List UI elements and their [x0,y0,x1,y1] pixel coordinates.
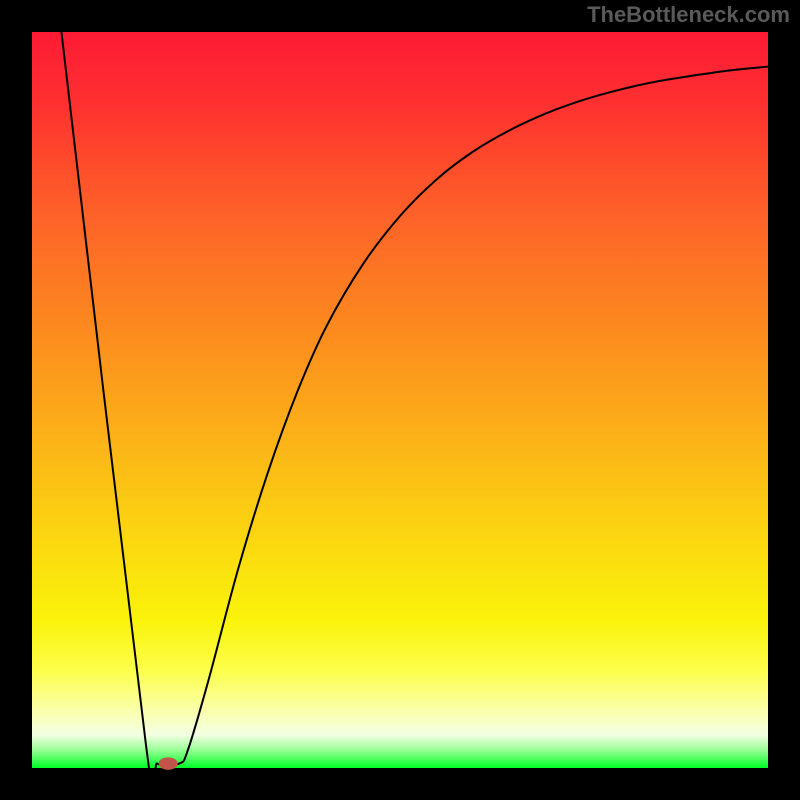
chart-container: TheBottleneck.com [0,0,800,800]
bottleneck-chart [0,0,800,800]
plot-background [32,32,768,768]
optimal-marker [159,757,178,770]
